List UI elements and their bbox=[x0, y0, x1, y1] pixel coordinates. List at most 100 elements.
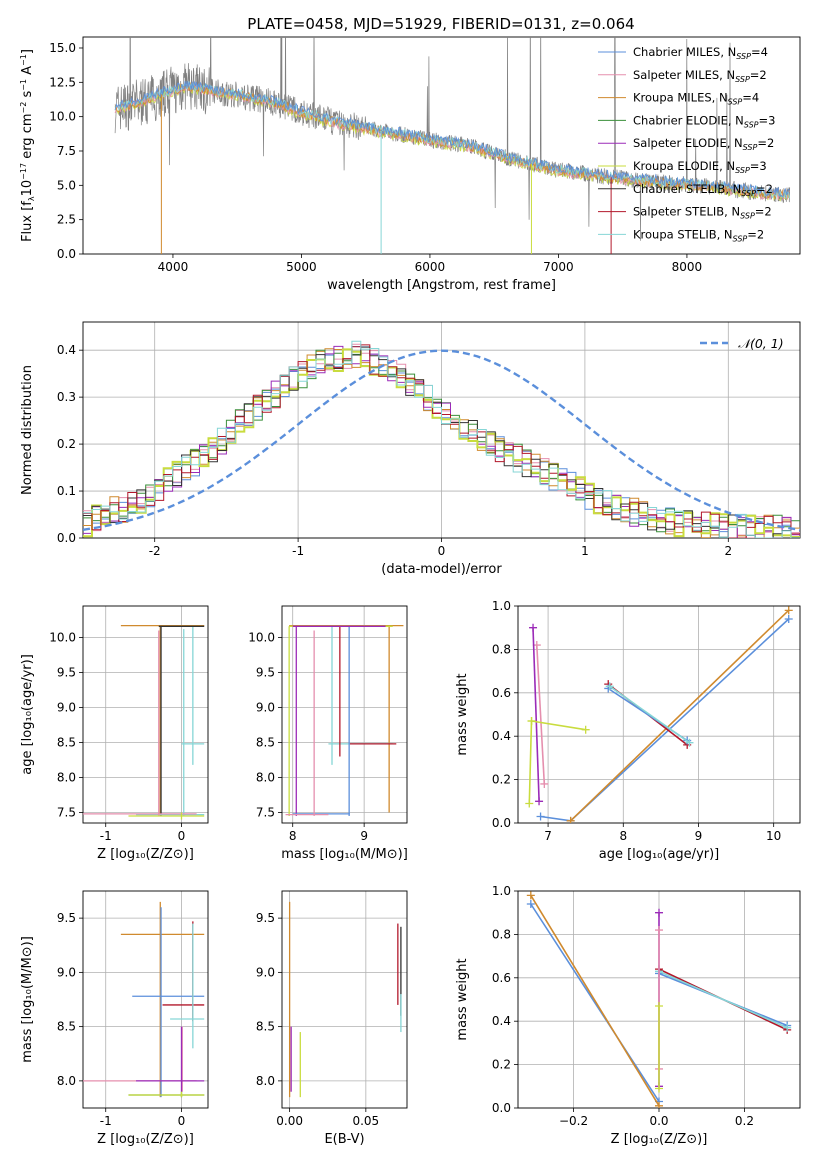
y-tick-label: 0.8 bbox=[492, 642, 511, 656]
panel-weight_vs_Z: −0.2 0.0 0.2 0.0 0.2 0.4 0.6 0.8 1.0 Z [log₁₀(Z/Z… bbox=[455, 884, 801, 1147]
x-tick-label: 8000 bbox=[672, 260, 703, 274]
panel-mass_vs_ebv: 0.00 0.05 8.0 8.5 9.0 9.5 E(B-V) bbox=[256, 890, 408, 1147]
weight-marker bbox=[535, 797, 544, 806]
y-tick-label: 0.4 bbox=[492, 1014, 511, 1028]
x-axis-label: Z [log₁₀(Z/Z⊙)] bbox=[97, 847, 194, 862]
weight-marker bbox=[529, 623, 538, 632]
weight-lines bbox=[526, 891, 792, 1108]
errorbars bbox=[83, 624, 205, 820]
axes-frame bbox=[517, 605, 801, 824]
y-tick-label: 8.0 bbox=[256, 1074, 275, 1088]
weight-line bbox=[536, 645, 546, 784]
y-tick-label: 1.0 bbox=[492, 884, 511, 898]
y-tick-label: 8.0 bbox=[57, 771, 76, 785]
weight-marker bbox=[581, 725, 590, 734]
weight-marker bbox=[655, 1084, 663, 1093]
spectrum-lines bbox=[114, 37, 791, 254]
weight-lines bbox=[525, 606, 793, 823]
weight-marker bbox=[526, 891, 535, 900]
histogram-kroupa_stelib bbox=[83, 340, 800, 538]
legend-entry-label: Chabrier STELIB, NSSP=2 bbox=[633, 182, 773, 198]
weight-marker bbox=[540, 779, 549, 788]
weight-marker bbox=[526, 900, 535, 909]
weight-marker bbox=[784, 615, 793, 624]
histogram-chabrier_elodie bbox=[83, 349, 800, 533]
x-tick-label: 0.00 bbox=[276, 1114, 303, 1128]
x-tick-label: 4000 bbox=[158, 260, 189, 274]
y-tick-label: 9.0 bbox=[57, 701, 76, 715]
y-tick-label: 0.2 bbox=[492, 773, 511, 787]
y-tick-label: 0.8 bbox=[492, 927, 511, 941]
y-tick-label: 9.5 bbox=[57, 911, 76, 925]
weight-marker bbox=[655, 1101, 663, 1108]
figure-title: PLATE=0458, MJD=51929, FIBERID=0131, z=0… bbox=[247, 15, 634, 33]
spectrum-legend: Chabrier MILES, NSSP=4 Salpeter MILES, NS… bbox=[598, 45, 775, 243]
y-tick-label: 9.0 bbox=[256, 701, 275, 715]
x-tick-label: 7000 bbox=[543, 260, 574, 274]
y-tick-label: 2.5 bbox=[57, 213, 76, 227]
y-tick-label: 8.5 bbox=[256, 1020, 275, 1034]
weight-line bbox=[528, 720, 533, 804]
y-tick-label: 0.0 bbox=[57, 247, 76, 261]
y-tick-label: 12.5 bbox=[49, 75, 76, 89]
panel-spectrum: 4000 5000 6000 7000 8000 0.0 2.5 5.0 7.5 10.0 12.5… bbox=[19, 36, 801, 293]
legend-entry-label: Chabrier MILES, NSSP=4 bbox=[633, 45, 768, 61]
y-tick-label: 8.5 bbox=[57, 1020, 76, 1034]
weight-marker bbox=[784, 606, 793, 615]
y-axis-label: Normed distribution bbox=[20, 365, 35, 495]
axes-frame bbox=[82, 890, 209, 1109]
weight-line bbox=[530, 903, 660, 1102]
y-tick-label: 0.2 bbox=[57, 437, 76, 451]
legend-entry-label: Chabrier ELODIE, NSSP=3 bbox=[633, 113, 775, 129]
x-tick-label: 8 bbox=[289, 829, 297, 843]
y-tick-label: 8.0 bbox=[57, 1074, 76, 1088]
x-tick-label: 6000 bbox=[415, 260, 446, 274]
x-axis-label: Z [log₁₀(Z/Z⊙)] bbox=[611, 1132, 708, 1147]
y-tick-label: 0.6 bbox=[492, 971, 511, 985]
y-tick-label: 0.1 bbox=[57, 484, 76, 498]
x-tick-label: 2 bbox=[724, 544, 732, 558]
y-tick-label: 8.5 bbox=[57, 736, 76, 750]
x-tick-label: 0.05 bbox=[352, 1114, 379, 1128]
y-tick-label: 9.5 bbox=[256, 666, 275, 680]
legend-entry-label: Kroupa MILES, NSSP=4 bbox=[633, 91, 759, 107]
x-axis-label: E(B-V) bbox=[324, 1132, 364, 1147]
y-tick-label: 7.5 bbox=[57, 144, 76, 158]
y-tick-label: 7.5 bbox=[57, 806, 76, 820]
x-tick-label: −0.2 bbox=[559, 1114, 588, 1128]
legend-entry-label: Kroupa STELIB, NSSP=2 bbox=[633, 227, 764, 243]
x-axis-label: Z [log₁₀(Z/Z⊙)] bbox=[97, 1132, 194, 1147]
normal-curve bbox=[83, 349, 800, 531]
y-tick-label: 8.5 bbox=[256, 736, 275, 750]
x-tick-label: 0.2 bbox=[735, 1114, 754, 1128]
y-tick-label: 9.5 bbox=[256, 911, 275, 925]
x-tick-label: 10 bbox=[766, 829, 781, 843]
legend-entry-label: Salpeter MILES, NSSP=2 bbox=[633, 68, 767, 84]
weight-line bbox=[570, 609, 790, 822]
panel-residuals: -2 -1 0 1 2 0.0 0.1 0.2 0.3 0.4 (data-model)/error… bbox=[20, 321, 801, 577]
weight-line bbox=[658, 970, 788, 1029]
histograms bbox=[83, 340, 800, 538]
model-spectrum-chabrier_miles bbox=[114, 80, 790, 198]
errorbars bbox=[83, 901, 205, 1098]
errorbars bbox=[285, 624, 404, 816]
y-tick-label: 0.4 bbox=[57, 343, 76, 357]
y-axis-label: mass [log₁₀(M/M⊙)] bbox=[20, 936, 35, 1063]
weight-marker bbox=[783, 1023, 792, 1032]
weight-marker bbox=[655, 908, 663, 917]
legend-entry-label: Kroupa ELODIE, NSSP=3 bbox=[633, 159, 767, 175]
x-tick-label: 7 bbox=[544, 829, 552, 843]
y-tick-label: 7.5 bbox=[256, 806, 275, 820]
y-tick-label: 9.5 bbox=[57, 666, 76, 680]
x-tick-label: 0.0 bbox=[649, 1114, 668, 1128]
x-tick-label: 0 bbox=[178, 1114, 186, 1128]
y-tick-label: 0.2 bbox=[492, 1058, 511, 1072]
axes-frame bbox=[82, 605, 209, 824]
y-tick-label: 9.0 bbox=[57, 965, 76, 979]
weight-marker bbox=[685, 738, 694, 747]
x-tick-label: 5000 bbox=[286, 260, 317, 274]
weight-marker bbox=[527, 717, 536, 726]
x-tick-label: 0 bbox=[178, 829, 186, 843]
axes-frame bbox=[281, 890, 408, 1109]
